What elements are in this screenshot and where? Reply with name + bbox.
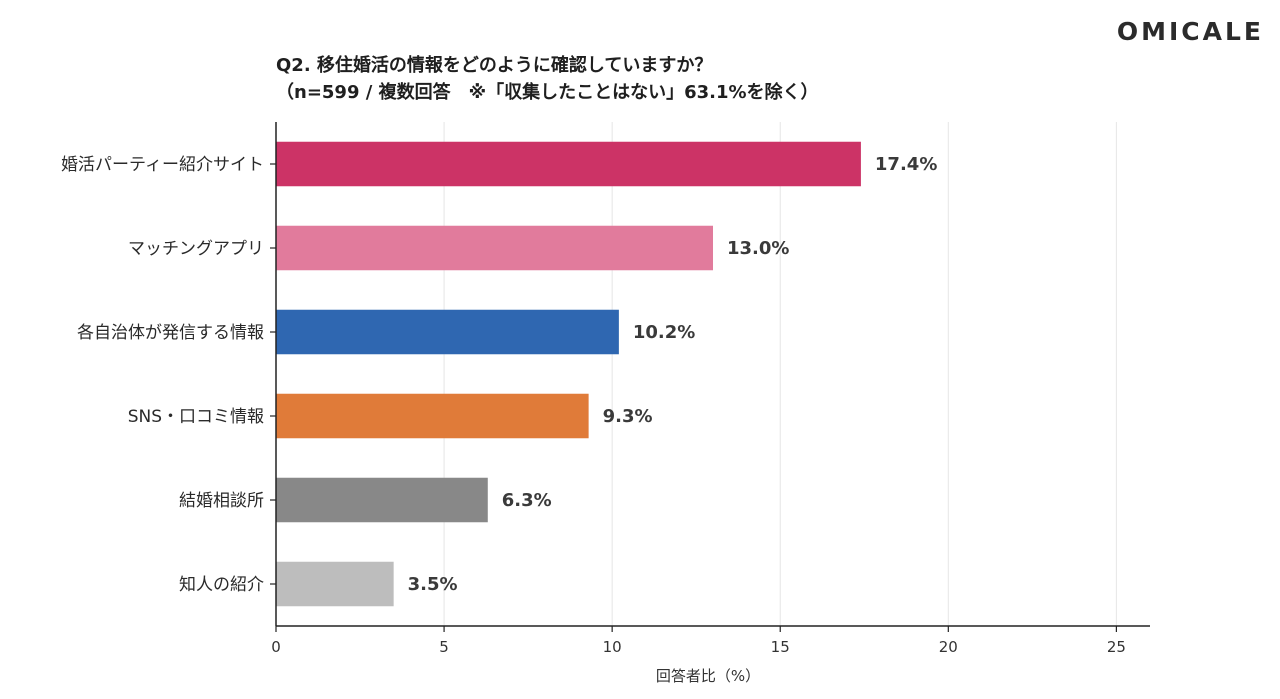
chart-subtitle: （n=599 / 複数回答 ※「収集したことはない」63.1%を除く） xyxy=(276,81,819,103)
axes xyxy=(275,122,1150,627)
bar xyxy=(276,141,861,187)
category-label: マッチングアプリ xyxy=(128,239,264,259)
brand-logo: OMICALE xyxy=(1117,17,1264,46)
bars xyxy=(276,141,861,607)
value-label: 9.3% xyxy=(603,406,653,427)
category-label: SNS・口コミ情報 xyxy=(128,407,264,427)
value-label: 10.2% xyxy=(633,322,695,343)
value-label: 13.0% xyxy=(727,238,789,259)
x-tick-label: 5 xyxy=(439,638,449,656)
bar xyxy=(276,309,619,355)
x-tick-label: 25 xyxy=(1107,638,1126,656)
x-tick-label: 15 xyxy=(771,638,790,656)
x-tick-label: 0 xyxy=(271,638,281,656)
x-axis-title: 回答者比（%） xyxy=(656,667,760,685)
category-label: 結婚相談所 xyxy=(179,491,264,511)
x-tick-label: 20 xyxy=(939,638,958,656)
bar xyxy=(276,225,713,271)
bar xyxy=(276,477,488,523)
category-label: 各自治体が発信する情報 xyxy=(77,323,264,343)
category-label: 知人の紹介 xyxy=(179,575,264,595)
x-tick-label: 10 xyxy=(603,638,622,656)
value-label: 3.5% xyxy=(408,574,458,595)
labels: 0 5 10 15 20 25 婚活パーティー紹介サイト 17.4% マッチングアプリ 13.0%… xyxy=(61,154,1126,656)
chart-title: Q2. 移住婚活の情報をどのように確認していますか？ xyxy=(276,54,712,76)
category-label: 婚活パーティー紹介サイト xyxy=(61,155,264,175)
bar xyxy=(276,393,589,439)
value-label: 6.3% xyxy=(502,490,552,511)
gridlines xyxy=(270,122,1117,632)
bar xyxy=(276,561,394,607)
value-label: 17.4% xyxy=(875,154,937,175)
brand-name: OMICALE xyxy=(1117,17,1264,46)
